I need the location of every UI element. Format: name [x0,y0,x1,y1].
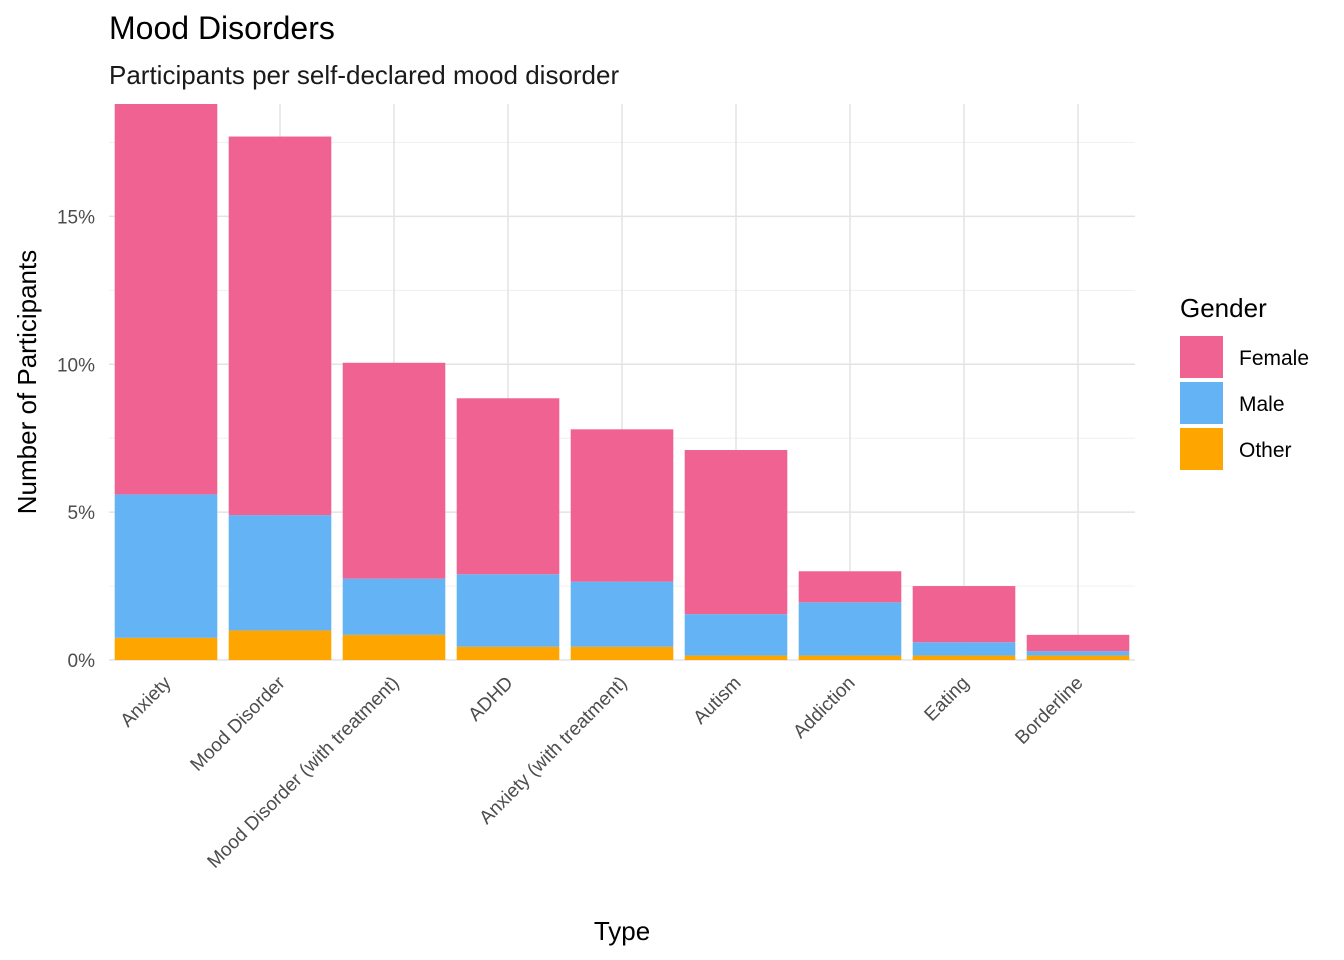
x-tick-label: Mood Disorder (with treatment) [204,673,404,873]
bar-female-7 [912,586,1016,643]
y-tick-label: 5% [68,503,96,524]
bar-female-5 [684,450,788,615]
bar-female-8 [1026,634,1130,652]
bar-female-0 [114,104,218,495]
bar-male-3 [456,574,560,647]
bar-other-8 [1026,655,1130,660]
x-tick-label: Eating [921,673,974,726]
y-tick-label: 10% [57,355,95,376]
bar-male-8 [1026,651,1130,656]
bar-other-1 [228,630,332,660]
y-tick-label: 15% [57,207,95,228]
legend-key-female [1180,336,1223,378]
bar-female-6 [798,571,902,603]
bar-other-6 [798,655,902,660]
bar-other-3 [456,646,560,660]
bar-male-7 [912,642,1016,656]
bar-male-6 [798,602,902,656]
bar-female-4 [570,429,674,582]
x-tick-label: Borderline [1011,673,1087,749]
bar-male-0 [114,494,218,638]
bar-male-2 [342,578,446,635]
x-tick-label: Autism [690,673,746,729]
x-tick-label: ADHD [465,673,518,726]
chart-subtitle: Participants per self-declared mood diso… [109,60,620,90]
bar-male-1 [228,515,332,631]
y-axis-ticks: 0% 5% 10% 15% [57,207,95,672]
legend-key-other [1180,428,1223,470]
bar-male-4 [570,581,674,647]
bar-other-0 [114,637,218,660]
x-tick-label: Mood Disorder [187,672,290,775]
bar-female-2 [342,362,446,579]
chart-title: Mood Disorders [109,10,335,46]
legend-label-female: Female [1239,347,1309,370]
legend-label-male: Male [1239,393,1285,416]
x-tick-label: Addiction [789,673,859,743]
x-axis-title: Type [594,916,650,946]
bars [114,104,1130,660]
bar-other-4 [570,646,674,660]
bar-male-5 [684,614,788,656]
y-tick-label: 0% [68,651,96,672]
x-tick-label: Anxiety [117,672,176,731]
bar-female-3 [456,398,560,575]
bar-other-2 [342,634,446,660]
legend-label-other: Other [1239,439,1292,462]
bar-other-7 [912,655,1016,660]
legend-key-male [1180,382,1223,424]
legend-title: Gender [1180,293,1267,323]
bar-other-5 [684,655,788,660]
legend: Gender Female Male Other [1180,293,1309,470]
bar-female-1 [228,136,332,516]
y-axis-title: Number of Participants [12,250,42,514]
